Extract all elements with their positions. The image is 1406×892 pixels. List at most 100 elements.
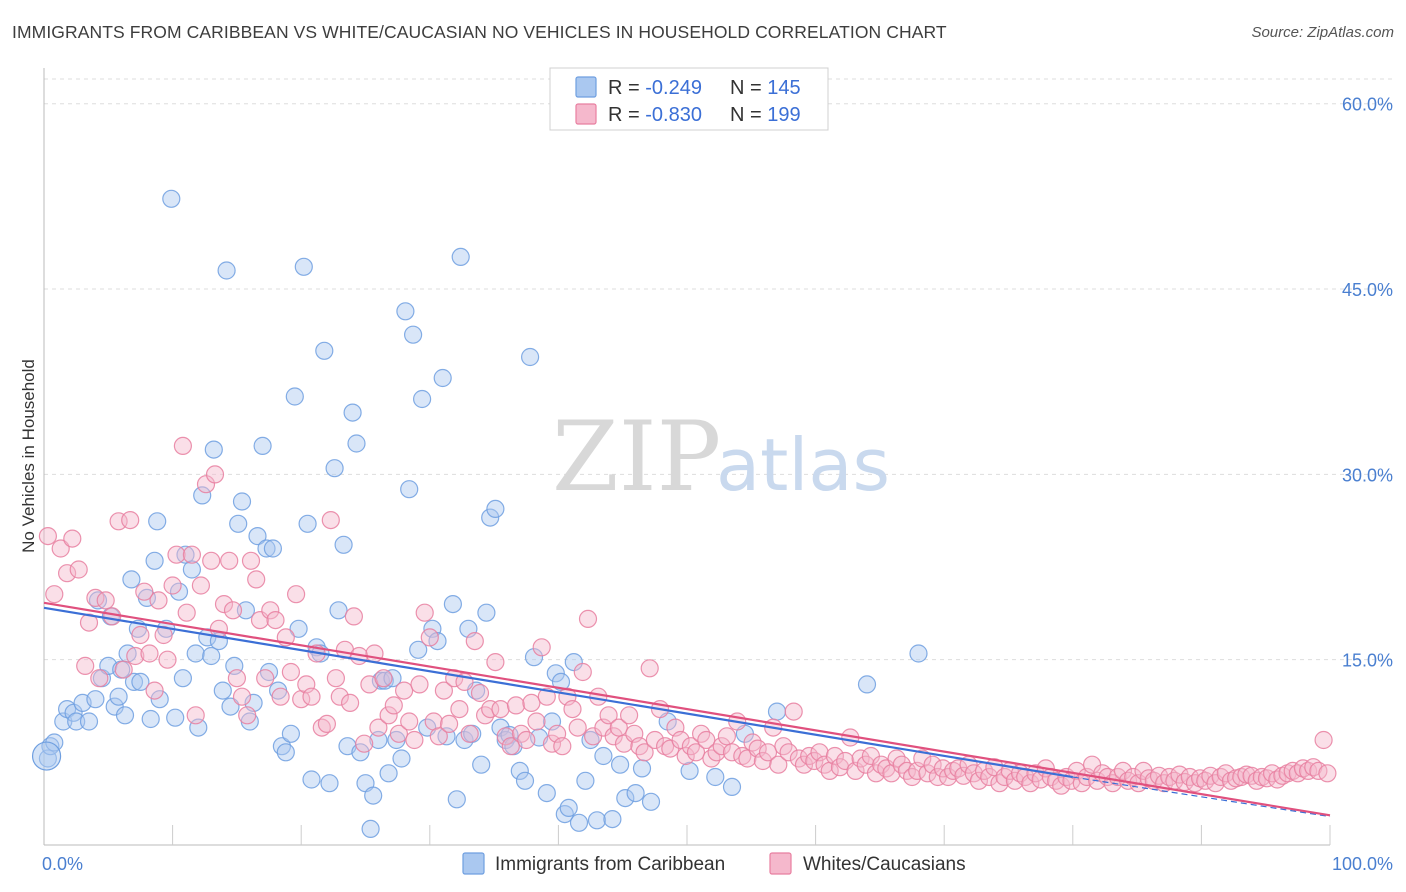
- white-point-10: [96, 591, 115, 610]
- white-point-55: [317, 714, 336, 734]
- caribbean-point-112: [515, 771, 535, 790]
- white-point-199: [1052, 776, 1071, 795]
- bottom-legend-swatch-pink: [769, 852, 792, 875]
- caribbean-point-140: [857, 675, 877, 694]
- white-point-135: [722, 743, 742, 762]
- white-point-178: [944, 761, 963, 781]
- caribbean-point-64: [302, 770, 321, 789]
- caribbean-point-96: [443, 594, 462, 614]
- white-point-144: [769, 755, 788, 774]
- caribbean-point-59: [281, 724, 300, 743]
- white-point-41: [247, 570, 266, 589]
- white-point-19: [145, 681, 164, 700]
- white-point-149: [794, 755, 814, 774]
- white-point-38: [232, 687, 252, 706]
- caribbean-point-137: [722, 777, 742, 797]
- caribbean-point-135: [680, 761, 699, 781]
- caribbean-point-48: [236, 601, 255, 620]
- white-point-73: [405, 730, 424, 750]
- trend-lines: [43, 601, 1331, 818]
- white-point-20: [149, 591, 168, 610]
- caribbean-point-114: [524, 648, 544, 667]
- caribbean-point-123: [569, 813, 589, 832]
- white-point-71: [395, 681, 414, 700]
- white-point-4: [63, 529, 82, 548]
- caribbean-point-78: [364, 786, 383, 805]
- white-point-35: [220, 551, 239, 570]
- bottom-legend-label-white: Whites/Caucasians: [803, 854, 966, 875]
- white-point-0: [38, 526, 58, 546]
- caribbean-point-15: [109, 687, 128, 706]
- white-point-18: [140, 644, 159, 663]
- white-point-107: [578, 609, 598, 629]
- white-point-91: [496, 727, 515, 746]
- white-point-11: [103, 607, 122, 626]
- trend-caribbean: [43, 606, 1073, 779]
- white-point-37: [227, 669, 246, 688]
- white-point-86: [470, 683, 490, 703]
- white-point-43: [256, 669, 275, 688]
- caribbean-point-79: [369, 730, 388, 750]
- white-point-25: [173, 436, 192, 455]
- white-point-44: [261, 601, 280, 620]
- caribbean-point-67: [315, 341, 334, 360]
- caribbean-point-69: [325, 459, 344, 478]
- caribbean-point-25: [145, 551, 164, 570]
- caribbean-point-77: [361, 819, 380, 839]
- caribbean-point-8: [79, 712, 99, 731]
- white-point-67: [374, 669, 393, 688]
- white-point-74: [410, 675, 429, 694]
- white-point-90: [491, 699, 510, 719]
- caribbean-point-43: [217, 261, 236, 280]
- white-point-151: [805, 751, 824, 771]
- caribbean-point-29: [162, 189, 181, 208]
- caribbean-point-35: [186, 644, 205, 663]
- caribbean-point-132: [632, 759, 652, 778]
- white-point-72: [400, 712, 419, 731]
- white-point-15: [126, 646, 145, 666]
- caribbean-point-46: [229, 514, 248, 533]
- white-point-198: [1046, 771, 1066, 790]
- series-caribbean-points: [31, 189, 928, 839]
- caribbean-point-63: [298, 514, 317, 533]
- white-point-26: [177, 603, 196, 622]
- caribbean-point-47: [232, 492, 252, 511]
- caribbean-point-62: [294, 257, 313, 276]
- caribbean-point-52: [253, 436, 272, 455]
- white-point-128: [686, 743, 706, 762]
- caribbean-point-103: [472, 755, 491, 774]
- white-point-75: [415, 603, 434, 622]
- white-point-61: [344, 607, 363, 626]
- series-legend: Immigrants from Caribbean Whites/Caucasi…: [462, 852, 966, 875]
- caribbean-point-90: [413, 389, 432, 409]
- caribbean-point-55: [263, 539, 282, 558]
- trend-white: [43, 601, 1331, 817]
- white-point-80: [440, 714, 459, 734]
- caribbean-point-88: [404, 325, 423, 344]
- caribbean-point-27: [150, 690, 169, 709]
- caribbean-point-118: [546, 664, 565, 683]
- white-point-6: [76, 656, 95, 676]
- caribbean-point-74: [347, 434, 366, 453]
- caribbean-point-139: [767, 702, 787, 721]
- white-point-120: [645, 730, 665, 750]
- white-point-147: [784, 702, 803, 721]
- caribbean-point-131: [626, 783, 645, 803]
- white-point-28: [186, 706, 205, 725]
- white-point-45: [266, 610, 285, 630]
- bottom-legend-swatch-blue: [462, 852, 485, 875]
- white-point-40: [241, 551, 261, 570]
- white-point-46: [271, 687, 290, 706]
- caribbean-point-133: [641, 792, 661, 811]
- white-point-76: [420, 628, 439, 647]
- white-point-126: [676, 746, 695, 766]
- white-point-13: [114, 660, 133, 679]
- caribbean-point-37: [193, 486, 212, 505]
- caribbean-point-89: [409, 640, 428, 659]
- white-point-118: [635, 743, 654, 762]
- caribbean-point-60: [285, 387, 304, 406]
- white-point-137: [733, 746, 752, 766]
- white-point-63: [355, 734, 374, 753]
- legend-row-2: R = -0.830: [608, 104, 702, 126]
- white-point-102: [553, 737, 572, 756]
